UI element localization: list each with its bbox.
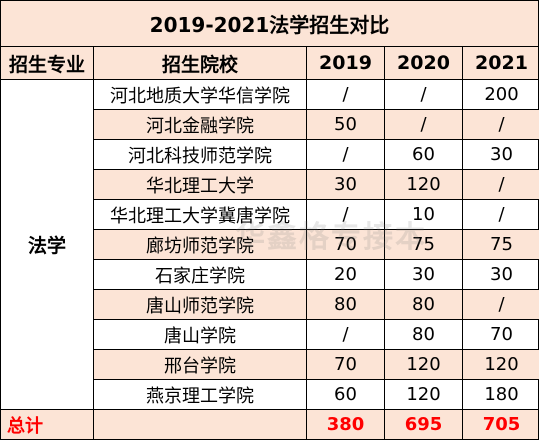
table-row: 廊坊师范学院 70 75 75 — [94, 230, 539, 260]
total-2020: 695 — [385, 410, 463, 439]
value-2019-cell: / — [307, 140, 385, 169]
school-cell: 唐山学院 — [94, 320, 307, 349]
header-school: 招生院校 — [94, 47, 307, 79]
value-2019-cell: 80 — [307, 290, 385, 319]
value-2020-cell: 120 — [385, 350, 463, 379]
table-row: 燕京理工学院 60 120 180 — [94, 380, 539, 410]
value-2020-cell: 60 — [385, 140, 463, 169]
major-cell: 法学 — [1, 80, 94, 410]
value-2020-cell: 30 — [385, 260, 463, 289]
school-cell: 邢台学院 — [94, 350, 307, 379]
table-title: 2019-2021法学招生对比 — [0, 0, 539, 47]
value-2021-cell: / — [498, 294, 505, 315]
table-row: 唐山师范学院 80 80 / — [94, 290, 539, 320]
value-2021-cell: 200 — [484, 84, 519, 105]
value-2021-cell: 30 — [490, 264, 513, 285]
value-2021-cell: 75 — [490, 234, 513, 255]
value-2019-cell: / — [307, 200, 385, 229]
total-school-empty — [94, 410, 307, 439]
school-cell: 石家庄学院 — [94, 260, 307, 289]
table-row: 邢台学院 70 120 120 — [94, 350, 539, 380]
school-cell: 华北理工大学冀唐学院 — [94, 200, 307, 229]
value-2019-cell: 70 — [307, 350, 385, 379]
value-2021-cell: 180 — [484, 384, 519, 405]
table-row: 河北金融学院 50 / / — [94, 110, 539, 140]
value-2019-cell: 70 — [307, 230, 385, 259]
school-cell: 河北地质大学华信学院 — [94, 80, 307, 109]
total-2021: 705 — [482, 414, 521, 435]
total-label: 总计 — [1, 410, 94, 439]
table-row: 华北理工大学冀唐学院 / 10 / — [94, 200, 539, 230]
value-2020-cell: 80 — [385, 290, 463, 319]
value-2021-cell: 30 — [490, 144, 513, 165]
school-cell: 燕京理工学院 — [94, 380, 307, 409]
value-2019-cell: / — [307, 320, 385, 349]
value-2021-cell: 70 — [490, 324, 513, 345]
header-major: 招生专业 — [1, 47, 94, 79]
school-cell: 河北金融学院 — [94, 110, 307, 139]
table-row: 华北理工大学 30 120 / — [94, 170, 539, 200]
value-2020-cell: / — [385, 110, 463, 139]
value-2020-cell: 75 — [385, 230, 463, 259]
table-body: 法学 河北地质大学华信学院 / / 200 河北金融学院 50 / / 河北科技… — [0, 80, 539, 410]
total-2019: 380 — [307, 410, 385, 439]
school-cell: 华北理工大学 — [94, 170, 307, 199]
value-2020-cell: / — [385, 80, 463, 109]
value-2019-cell: 30 — [307, 170, 385, 199]
table-row: 石家庄学院 20 30 30 — [94, 260, 539, 290]
value-2021-cell: / — [498, 114, 505, 135]
total-row: 总计 380 695 705 — [0, 410, 539, 440]
value-2020-cell: 80 — [385, 320, 463, 349]
value-2021-cell: / — [498, 204, 505, 225]
value-2020-cell: 10 — [385, 200, 463, 229]
value-2019-cell: 60 — [307, 380, 385, 409]
header-2021: 2021 — [475, 52, 528, 74]
value-2019-cell: 50 — [307, 110, 385, 139]
school-cell: 唐山师范学院 — [94, 290, 307, 319]
school-cell: 河北科技师范学院 — [94, 140, 307, 169]
header-2020: 2020 — [385, 47, 463, 79]
school-cell: 廊坊师范学院 — [94, 230, 307, 259]
value-2021-cell: / — [498, 174, 505, 195]
table-row: 河北科技师范学院 / 60 30 — [94, 140, 539, 170]
value-2019-cell: / — [307, 80, 385, 109]
value-2020-cell: 120 — [385, 380, 463, 409]
value-2021-cell: 120 — [484, 354, 519, 375]
table-row: 唐山学院 / 80 70 — [94, 320, 539, 350]
school-rows: 河北地质大学华信学院 / / 200 河北金融学院 50 / / 河北科技师范学… — [94, 80, 539, 410]
table-row: 河北地质大学华信学院 / / 200 — [94, 80, 539, 110]
value-2020-cell: 120 — [385, 170, 463, 199]
header-2019: 2019 — [307, 47, 385, 79]
table-header-row: 招生专业 招生院校 2019 2020 2021 — [0, 47, 539, 80]
value-2019-cell: 20 — [307, 260, 385, 289]
